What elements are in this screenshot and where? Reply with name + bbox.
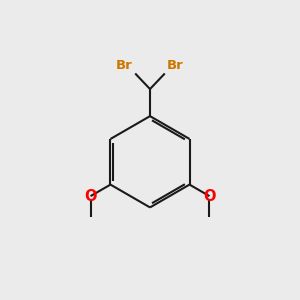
Text: O: O <box>84 189 97 204</box>
Text: O: O <box>203 189 216 204</box>
Text: Br: Br <box>167 59 184 72</box>
Text: Br: Br <box>116 59 133 72</box>
